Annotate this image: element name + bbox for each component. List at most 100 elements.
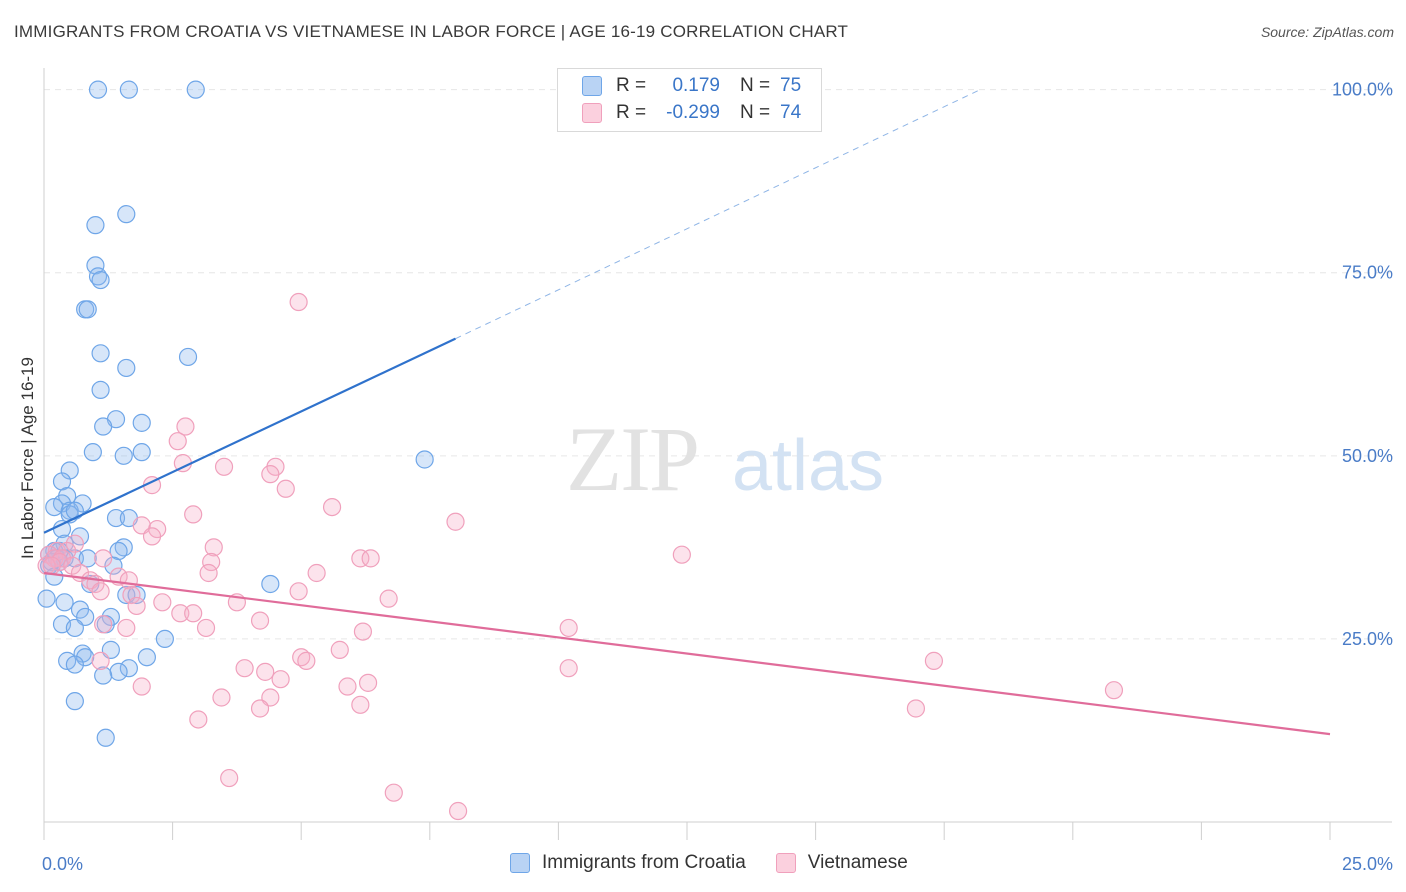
- croatia-point-67: [65, 655, 84, 674]
- legend-swatch-vietnamese: [582, 103, 602, 123]
- trend-croatia: [43, 337, 456, 534]
- croatia-point-17: [83, 443, 102, 462]
- vietnamese-point-16: [204, 538, 223, 557]
- vietnamese-point-28: [42, 556, 61, 575]
- vietnamese-point-32: [199, 563, 218, 583]
- y-tick-label-0: 25.0%: [1342, 629, 1393, 649]
- series-legend-vietnamese[interactable]: Vietnamese: [775, 852, 908, 874]
- croatia-point-61: [155, 629, 174, 649]
- vietnamese-point-51: [117, 618, 136, 638]
- croatia-point-68: [119, 659, 138, 678]
- legend-n-label: N =: [740, 75, 771, 96]
- x-tick-label-1: 25.0%: [1342, 854, 1393, 874]
- y-tick-label-2: 75.0%: [1342, 263, 1393, 283]
- vietnamese-point-56: [91, 651, 110, 670]
- croatia-point-19: [114, 446, 133, 465]
- croatia-point-53: [37, 589, 56, 608]
- vietnamese-point-41: [379, 589, 398, 608]
- vietnamese-point-23: [361, 549, 380, 568]
- vietnamese-point-68: [351, 695, 370, 714]
- croatia-point-10: [91, 344, 110, 363]
- trend-vietnamese: [43, 571, 1331, 736]
- vietnamese-point-45: [171, 604, 190, 623]
- vietnamese-point-38: [91, 582, 110, 601]
- croatia-point-47: [104, 556, 123, 575]
- legend-row-croatia: R = 0.179 N = 75: [582, 73, 801, 99]
- croatia-point-69: [109, 662, 128, 681]
- croatia-point-11: [178, 347, 198, 367]
- legend-r-label: R =: [616, 75, 647, 96]
- vietnamese-point-69: [250, 699, 270, 718]
- vietnamese-point-70: [906, 699, 926, 718]
- series-vietnamese: [37, 292, 1124, 821]
- croatia-point-18: [132, 443, 151, 462]
- y-tick-label-1: 50.0%: [1342, 446, 1393, 466]
- legend-r-value: 0.179: [672, 75, 720, 96]
- vietnamese-point-65: [1104, 681, 1124, 700]
- vietnamese-point-0: [289, 292, 308, 312]
- vietnamese-point-4: [214, 457, 234, 476]
- legend-swatch-croatia: [582, 76, 602, 96]
- croatia-point-7: [91, 270, 110, 290]
- series-legend-croatia[interactable]: Immigrants from Croatia: [510, 852, 746, 874]
- x-tick-label-0: 0.0%: [42, 854, 83, 874]
- vietnamese-point-26: [202, 552, 221, 572]
- croatia-point-26: [45, 497, 64, 517]
- vietnamese-point-73: [384, 783, 403, 802]
- series-croatia: [37, 80, 434, 747]
- vietnamese-point-59: [559, 659, 578, 678]
- vietnamese-point-29: [63, 556, 82, 575]
- vietnamese-point-60: [256, 662, 275, 681]
- croatia-point-9: [78, 300, 97, 319]
- vietnamese-point-63: [338, 677, 357, 696]
- vietnamese-point-33: [307, 563, 326, 583]
- croatia-point-3: [117, 205, 136, 224]
- vietnamese-point-46: [184, 604, 203, 623]
- vietnamese-point-62: [358, 673, 378, 692]
- vietnamese-point-8: [276, 479, 295, 498]
- series-swatch-croatia: [510, 853, 530, 873]
- series-name-croatia: Immigrants from Croatia: [542, 852, 746, 873]
- legend-row-vietnamese: R = -0.299 N = 74: [582, 100, 801, 126]
- series-name-vietnamese: Vietnamese: [807, 852, 908, 873]
- croatia-point-0: [88, 80, 108, 99]
- vietnamese-point-74: [448, 801, 468, 821]
- watermark: ZIP atlas: [566, 408, 884, 510]
- croatia-point-16: [94, 417, 113, 436]
- vietnamese-point-61: [271, 670, 290, 689]
- vietnamese-point-40: [122, 585, 141, 605]
- vietnamese-point-48: [94, 615, 113, 634]
- chart-title: IMMIGRANTS FROM CROATIA VS VIETNAMESE IN…: [14, 22, 849, 41]
- croatia-point-43: [78, 549, 97, 568]
- croatia-point-65: [137, 648, 156, 667]
- series-legend: Immigrants from Croatia Vietnamese: [510, 852, 938, 874]
- vietnamese-point-57: [235, 659, 254, 678]
- trend-lines: [43, 89, 1331, 736]
- series-swatch-vietnamese: [775, 853, 796, 873]
- vietnamese-point-71: [189, 710, 208, 729]
- vietnamese-point-1: [176, 417, 195, 436]
- vietnamese-point-42: [153, 593, 172, 612]
- source-label: Source: ZipAtlas.com: [1260, 24, 1394, 40]
- croatia-point-13: [91, 380, 110, 400]
- trend-croatia-extension: [455, 89, 981, 340]
- vietnamese-point-15: [65, 534, 84, 553]
- croatia-point-4: [86, 216, 105, 235]
- vietnamese-point-47: [250, 611, 270, 630]
- croatia-point-2: [186, 80, 205, 99]
- watermark-zip: ZIP: [566, 408, 698, 510]
- vietnamese-point-14: [142, 527, 162, 546]
- vietnamese-point-52: [353, 622, 373, 641]
- croatia-point-1: [119, 80, 138, 99]
- vietnamese-point-53: [330, 640, 349, 659]
- croatia-point-20: [415, 450, 434, 469]
- vietnamese-point-72: [220, 768, 239, 788]
- croatia-point-29: [65, 501, 84, 520]
- vietnamese-point-50: [196, 618, 216, 638]
- vietnamese-point-9: [322, 497, 342, 517]
- legend: R = 0.179 N = 75 R = -0.299 N = 74: [557, 68, 822, 132]
- vietnamese-point-49: [559, 618, 578, 638]
- axes: [43, 68, 1392, 840]
- vietnamese-point-2: [168, 432, 187, 451]
- legend-n-label: N =: [740, 102, 771, 123]
